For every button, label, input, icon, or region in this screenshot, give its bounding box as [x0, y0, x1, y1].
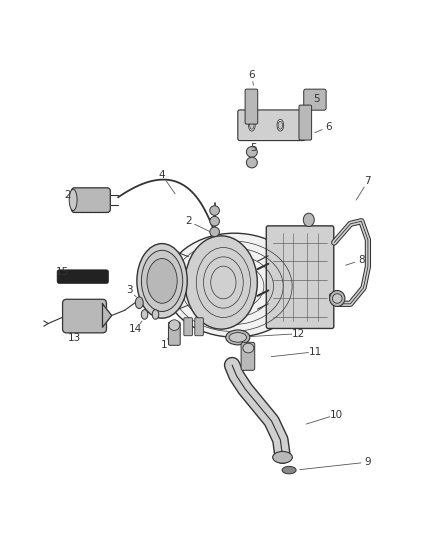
FancyBboxPatch shape [195, 318, 203, 336]
Text: 2: 2 [185, 216, 192, 226]
Ellipse shape [185, 236, 258, 329]
Text: 11: 11 [309, 347, 322, 357]
Ellipse shape [210, 206, 219, 215]
Ellipse shape [329, 290, 345, 306]
Text: 4: 4 [159, 170, 166, 180]
Ellipse shape [152, 310, 159, 319]
FancyBboxPatch shape [71, 188, 110, 213]
Text: 13: 13 [68, 334, 81, 343]
Text: 6: 6 [325, 122, 332, 132]
Text: 10: 10 [330, 410, 343, 419]
Text: 6: 6 [248, 70, 255, 79]
Ellipse shape [166, 233, 303, 337]
Text: 2: 2 [64, 190, 71, 199]
FancyBboxPatch shape [241, 342, 255, 370]
Ellipse shape [250, 122, 254, 130]
Ellipse shape [277, 119, 284, 131]
FancyBboxPatch shape [245, 89, 258, 124]
FancyBboxPatch shape [184, 318, 192, 336]
Ellipse shape [135, 297, 143, 309]
FancyBboxPatch shape [299, 105, 311, 140]
Ellipse shape [229, 333, 247, 342]
Text: 5: 5 [250, 143, 257, 152]
Text: 14: 14 [129, 325, 142, 334]
Ellipse shape [282, 466, 296, 474]
Ellipse shape [141, 251, 183, 311]
Text: 8: 8 [358, 255, 365, 265]
FancyBboxPatch shape [57, 270, 109, 284]
Ellipse shape [69, 189, 77, 211]
Text: 7: 7 [364, 176, 371, 186]
Ellipse shape [137, 244, 187, 318]
Ellipse shape [243, 343, 254, 353]
Ellipse shape [272, 451, 293, 463]
Ellipse shape [249, 119, 255, 131]
Ellipse shape [210, 216, 219, 226]
Text: 12: 12 [292, 329, 305, 338]
Ellipse shape [141, 310, 148, 319]
FancyBboxPatch shape [169, 322, 180, 345]
FancyBboxPatch shape [63, 299, 106, 333]
Ellipse shape [246, 147, 257, 157]
Text: 5: 5 [313, 94, 320, 103]
Polygon shape [102, 304, 112, 327]
Text: 9: 9 [364, 457, 371, 467]
FancyBboxPatch shape [266, 226, 334, 328]
Ellipse shape [332, 294, 342, 303]
FancyBboxPatch shape [238, 110, 305, 141]
Ellipse shape [169, 320, 180, 330]
Ellipse shape [246, 157, 257, 168]
Text: 15: 15 [56, 267, 69, 277]
Text: 1: 1 [161, 341, 168, 350]
FancyBboxPatch shape [304, 89, 326, 110]
Ellipse shape [303, 213, 314, 227]
Ellipse shape [210, 227, 219, 237]
Text: 3: 3 [126, 286, 133, 295]
Ellipse shape [278, 122, 283, 130]
Ellipse shape [147, 259, 177, 303]
Ellipse shape [226, 330, 250, 345]
